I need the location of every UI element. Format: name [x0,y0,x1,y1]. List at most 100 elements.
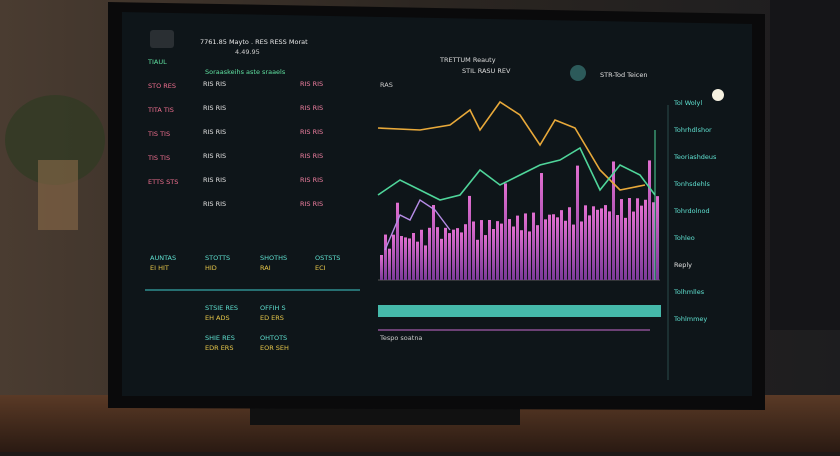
bar [512,226,515,280]
table-cell: RIS RIS [203,176,226,184]
side-item: Tonhsdehls [673,180,711,188]
row-label: TIS TIS [147,154,170,162]
bar [528,231,531,280]
side-item: Tol Wolyl [673,99,702,107]
bookshelf [770,0,840,330]
bar [556,217,559,280]
bar [440,238,443,280]
vase [38,160,78,230]
row-label: TIS TIS [147,130,170,138]
center-subtitle: STIL RASU REV [462,67,511,75]
summary-label: STOTTS [205,254,230,262]
icon [570,65,586,81]
bar [476,239,479,280]
summary-value: RAI [260,264,271,272]
summary-label: AUNTAS [150,254,176,262]
stat-label: OFFIH S [260,304,286,312]
legend: RAS [380,81,393,89]
bar [628,198,631,280]
bar [504,183,507,280]
side-item: Tohrdolnod [673,207,710,215]
table-cell: RIS RIS [300,128,323,136]
side-item: Tolhmlles [673,288,705,296]
bar [400,236,403,280]
table-cell: RIS RIS [300,152,323,160]
bar [380,255,383,280]
bar [652,202,655,280]
table-cell: RIS RIS [203,80,226,88]
bar [452,229,455,280]
bar [520,230,523,280]
table-cell: RIS RIS [300,200,323,208]
bar [564,220,567,280]
bar [552,214,555,280]
bar [416,241,419,280]
screen [122,12,752,396]
bar [656,196,659,280]
progress [378,305,661,317]
table-cell: RIS RIS [203,128,226,136]
bar [548,214,551,280]
bar [396,202,399,280]
bar [608,211,611,280]
side-item: Teoriashdeus [673,153,717,161]
bar [464,224,467,280]
bars [380,160,659,280]
bar [508,219,511,280]
bar [540,173,543,280]
bar [420,229,423,280]
trend-line [377,146,656,201]
side-item: Reply [674,261,692,269]
bar [492,229,495,280]
bar [536,225,539,280]
logo [150,30,174,48]
bar [612,161,615,280]
bar [392,234,395,280]
bar [572,224,575,280]
center-title: TRETTUM Reauty [439,56,496,64]
bar [568,207,571,280]
summary-value: EI HIT [150,264,169,272]
stat-label: SHIE RES [205,334,235,342]
bar [636,198,639,280]
bar [624,217,627,280]
side-item: Tohlmmey [673,315,707,323]
table-cell: RIS RIS [203,200,226,208]
bar [448,233,451,280]
bar [588,215,591,280]
bar [468,195,471,280]
trend-line [377,100,646,191]
bar [472,221,475,280]
bar [444,227,447,280]
trend-line [384,198,451,251]
bar [480,220,483,280]
bar [560,210,563,280]
bar [524,213,527,280]
plant [5,95,105,185]
bar [424,245,427,280]
stat-value: EDR ERS [205,344,233,352]
row-label: TITA TIS [147,106,174,114]
stat-label: OHTOTS [260,334,287,342]
bar [488,219,491,280]
table-header: Soraaskeihs aste sraaels [205,68,286,76]
table-cell: RIS RIS [300,176,323,184]
summary-value: ECI [315,264,326,272]
bar [456,228,459,280]
bar [412,233,415,280]
summary-value: HID [205,264,217,272]
toggle [712,89,724,101]
bar [532,212,535,280]
bar [500,223,503,280]
table-cell: RIS RIS [300,104,323,112]
title: 7761.85 Mayto . RES RESS Morat [200,38,308,46]
subtitle: 4.49.95 [235,48,260,56]
bar [388,248,391,280]
bar [496,221,499,280]
bar [644,199,647,280]
bar [460,232,463,280]
right-title: STR-Tod Teicen [600,71,648,79]
bar [428,227,431,280]
bar [632,211,635,280]
bar [600,208,603,280]
